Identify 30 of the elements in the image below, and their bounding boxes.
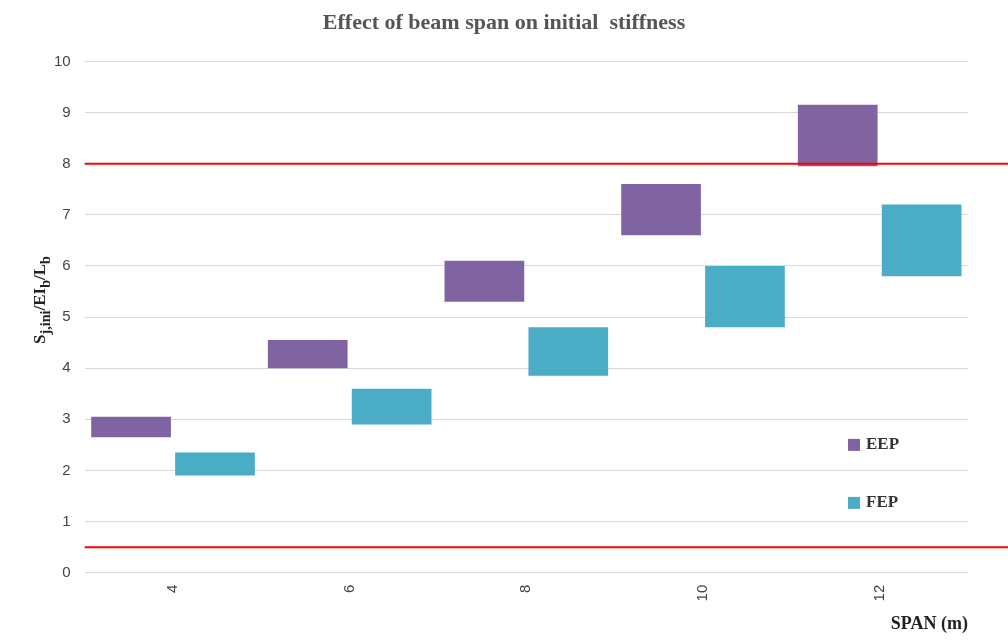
legend-label: FEP [866,492,899,512]
bar [797,104,878,167]
bar [621,184,701,236]
y-tick-label: 6 [62,256,71,274]
bar [528,327,609,376]
y-tick-label: 0 [62,562,71,580]
y-tick-label: 10 [54,51,71,69]
y-tick-label: 3 [62,409,71,427]
bar [91,416,171,438]
x-tick-label: 6 [339,584,357,594]
y-tick-label: 4 [62,358,71,376]
x-tick-label: 4 [163,584,181,594]
x-tick-label: 8 [516,584,534,594]
y-tick-label: 5 [62,307,71,325]
bar [444,260,525,302]
x-tick-label: 10 [693,584,711,602]
bar [351,388,432,425]
y-tick-label: 8 [62,153,71,171]
x-tick-label: 12 [869,584,887,602]
legend-label: EEP [866,434,900,454]
bar [267,340,348,369]
bar [175,452,255,476]
x-axis-title: SPAN (m) [890,612,968,634]
y-tick-label: 1 [62,511,71,529]
bar [881,204,962,277]
y-tick-label: 2 [62,460,71,478]
y-tick-label: 7 [62,204,71,222]
chart-title: Effect of beam span on initial stiffness [322,8,686,34]
y-tick-label: 9 [62,102,71,120]
bar [705,265,785,328]
